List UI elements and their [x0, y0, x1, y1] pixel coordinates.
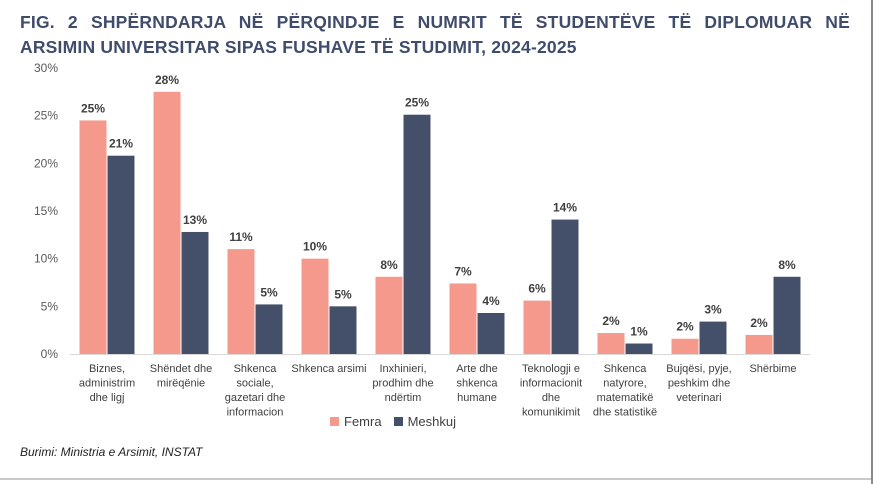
bar-meshkuj	[625, 343, 653, 354]
y-tick-label: 10%	[34, 252, 58, 266]
data-label-meshkuj: 1%	[630, 325, 648, 339]
bar-meshkuj	[181, 231, 209, 354]
chart-title-line-2: ARSIMIN UNIVERSITAR SIPAS FUSHAVE TË STU…	[20, 37, 577, 57]
y-tick-label: 15%	[34, 204, 58, 218]
legend-swatch-meshkuj	[393, 417, 403, 426]
bar-femra	[79, 120, 107, 354]
bottom-rule	[0, 478, 871, 480]
data-label-meshkuj: 14%	[553, 201, 577, 215]
data-label-femra: 28%	[155, 73, 179, 87]
bar-femra	[523, 300, 551, 354]
y-tick-label: 5%	[41, 299, 59, 313]
x-tick-label: Bujqësi, pyje, peshkim dhe veterinari	[666, 363, 731, 404]
data-label-meshkuj: 21%	[109, 137, 133, 151]
data-label-meshkuj: 25%	[405, 96, 429, 110]
bar-femra	[449, 283, 477, 354]
bar-meshkuj	[551, 219, 579, 354]
bar-femra	[597, 333, 625, 354]
x-tick-label: Shkenca arsimi	[291, 363, 366, 375]
data-label-femra: 10%	[303, 240, 327, 254]
data-label-femra: 7%	[454, 264, 472, 278]
y-tick-label: 25%	[34, 109, 58, 123]
x-tick-label: Shëndet dhe mirëqënie	[150, 363, 212, 390]
data-label-femra: 11%	[229, 230, 253, 244]
bar-femra	[375, 276, 403, 354]
data-label-femra: 2%	[676, 320, 694, 334]
data-label-femra: 2%	[602, 314, 620, 328]
data-label-meshkuj: 4%	[482, 294, 500, 308]
bar-meshkuj	[477, 313, 505, 354]
y-tick-label: 0%	[41, 347, 59, 361]
bar-femra	[227, 249, 255, 354]
legend-item-meshkuj: Meshkuj	[393, 414, 456, 429]
chart-title-line-1: FIG. 2 SHPËRNDARJA NË PËRQINDJE E NUMRIT…	[20, 12, 850, 32]
data-label-meshkuj: 5%	[260, 285, 278, 299]
data-label-femra: 2%	[750, 316, 768, 330]
data-label-femra: 6%	[528, 282, 546, 296]
legend-label-meshkuj: Meshkuj	[407, 414, 456, 429]
bar-chart: 0% 5% 10% 15% 20% 25% 30% 25% 21% Biznes, administ…	[34, 61, 810, 419]
legend-swatch-femra	[330, 417, 339, 426]
x-tick-label: Shkenca sociale, gazetari dhe informacion	[225, 363, 286, 419]
y-tick-label: 20%	[34, 156, 58, 170]
data-label-meshkuj: 3%	[704, 303, 722, 317]
legend-label-femra: Femra	[344, 414, 382, 429]
chart-title: FIG. 2 SHPËRNDARJA NË PËRQINDJE E NUMRIT…	[20, 10, 850, 60]
data-label-femra: 8%	[380, 258, 398, 272]
bar-femra	[301, 258, 329, 354]
x-tick-label: Shkenca natyrore, matematikë dhe statistikë	[593, 363, 657, 419]
legend-item-femra: Femra	[330, 414, 382, 429]
data-label-femra: 25%	[81, 101, 105, 115]
bar-femra	[153, 91, 181, 354]
bar-meshkuj	[699, 321, 727, 354]
bar-meshkuj	[329, 306, 357, 354]
source-note: Burimi: Ministria e Arsimit, INSTAT	[20, 445, 203, 459]
x-tick-label: Shërbime	[749, 363, 796, 375]
data-label-meshkuj: 5%	[334, 287, 352, 301]
x-tick-label: Biznes, administrim dhe ligj	[79, 363, 135, 404]
x-tick-label: Arte dhe shkenca humane	[456, 363, 498, 404]
bar-meshkuj	[255, 304, 283, 354]
y-tick-label: 30%	[34, 61, 58, 75]
x-tick-label: Teknologji e informacionit dhe komunikimit	[520, 363, 582, 419]
bar-meshkuj	[107, 155, 135, 354]
x-tick-label: Inxhinieri, prodhim dhe ndërtim	[372, 363, 433, 404]
data-label-meshkuj: 13%	[183, 213, 207, 227]
legend: Femra Meshkuj	[330, 414, 456, 429]
bar-meshkuj	[403, 114, 431, 354]
bar-femra	[745, 334, 773, 354]
bar-meshkuj	[773, 276, 801, 354]
bar-femra	[671, 338, 699, 354]
data-label-meshkuj: 8%	[778, 258, 796, 272]
